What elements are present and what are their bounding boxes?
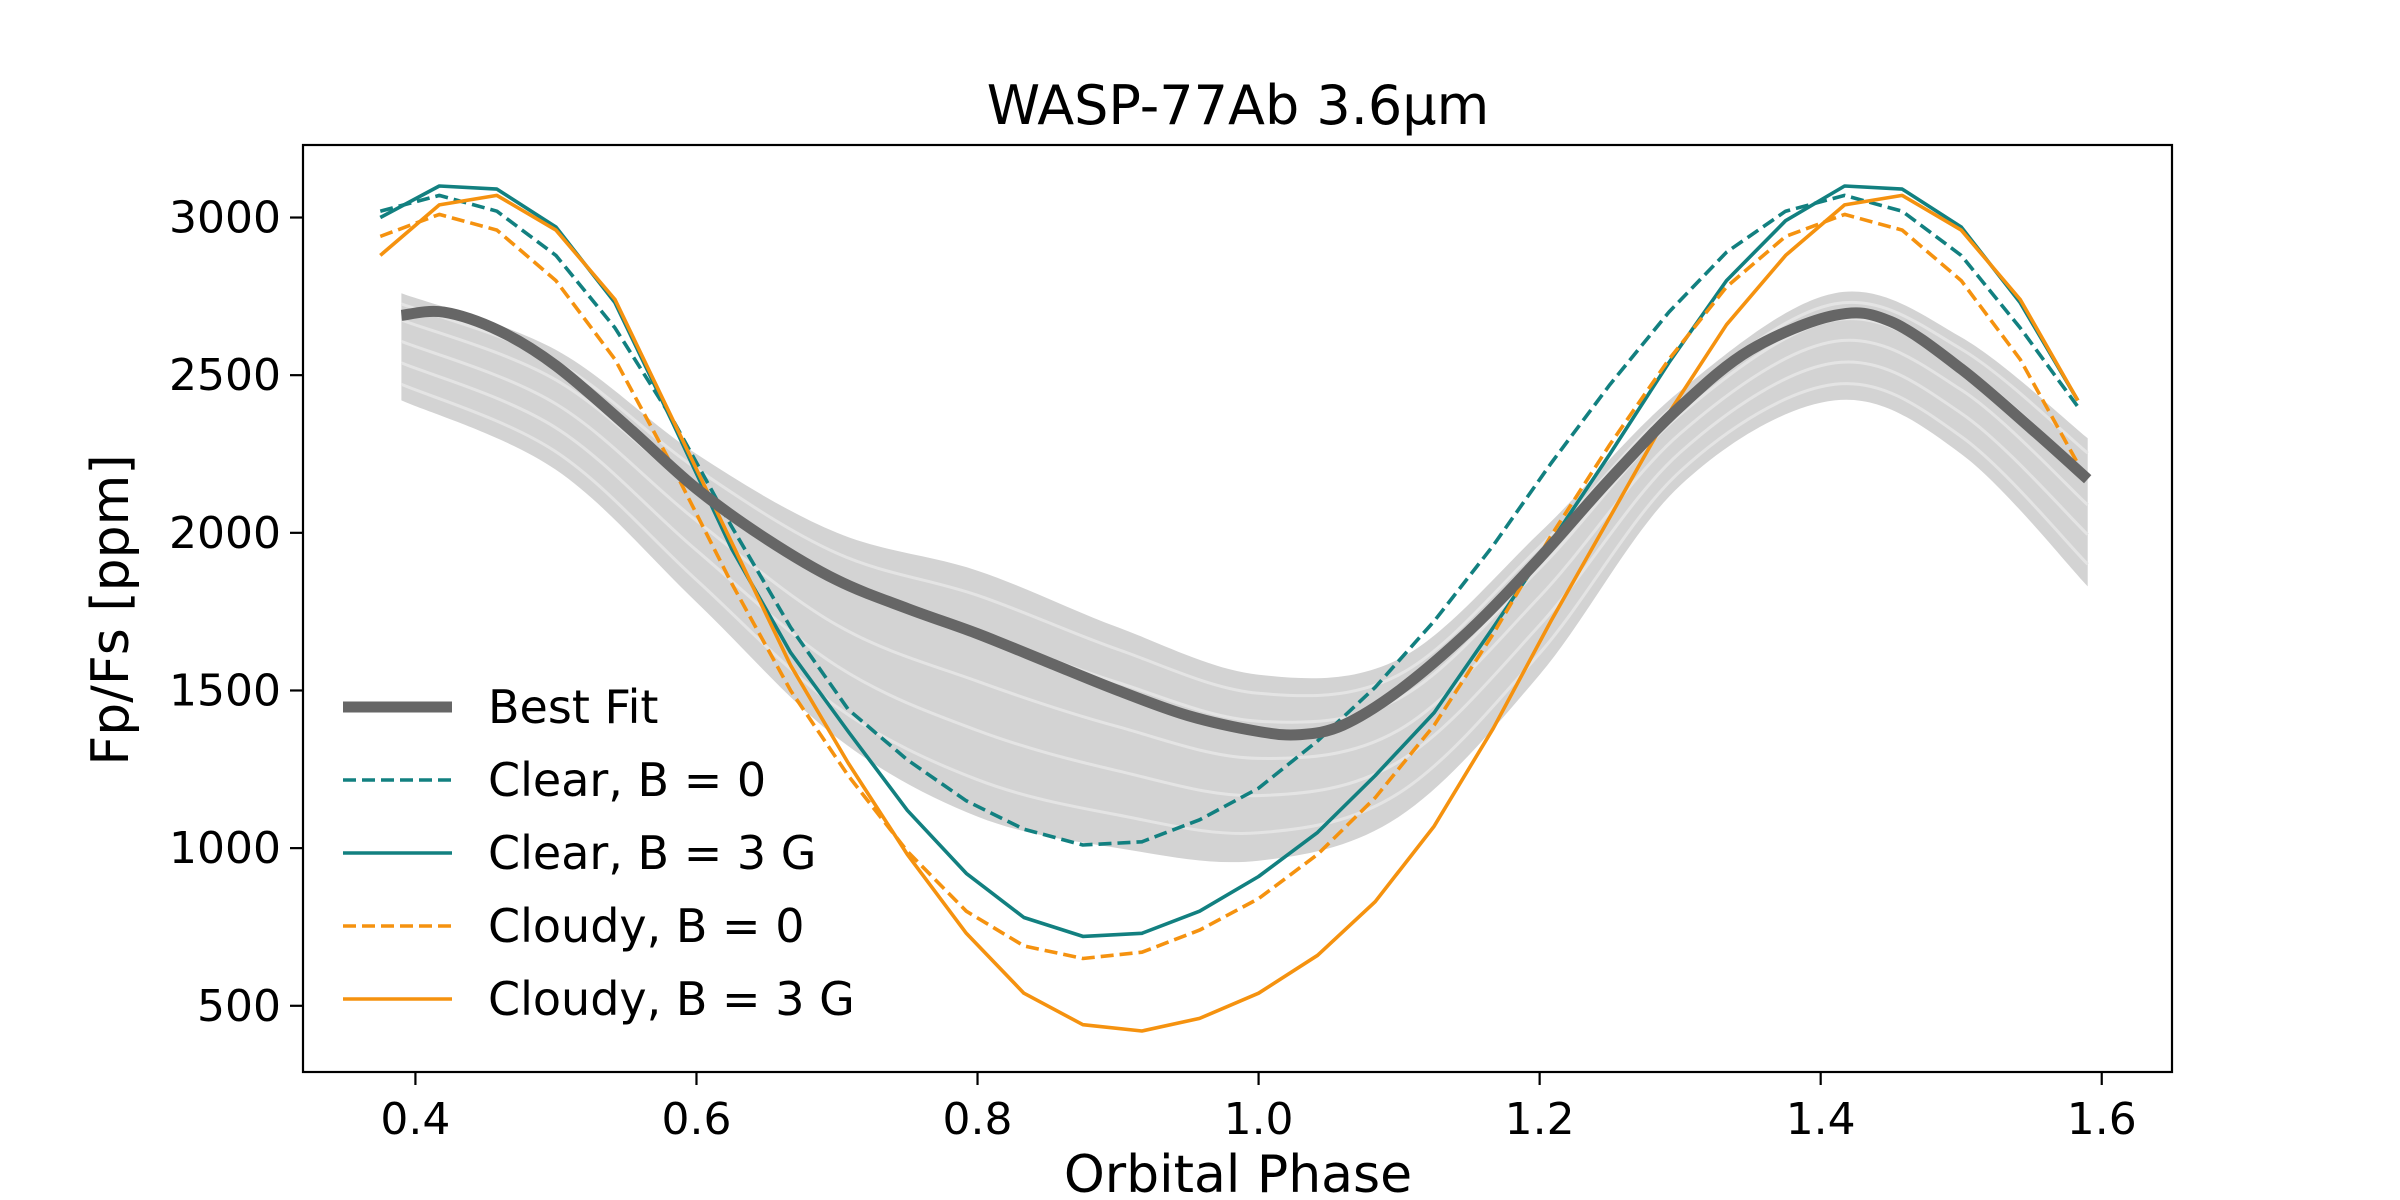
posterior-sample-line-3 [400, 338, 2089, 760]
legend-label: Cloudy, B = 0 [488, 899, 804, 953]
y-axis-title: Fp/Fs [ppm] [81, 454, 141, 765]
posterior-sample-line-2 [400, 360, 2089, 798]
posterior-sample-line-1 [400, 382, 2089, 835]
x-axis-title: Orbital Phase [1064, 1145, 1412, 1200]
plot-frame [301, 143, 2174, 1074]
legend-label: Cloudy, B = 3 G [488, 972, 855, 1026]
x-tick-label: 0.8 [943, 1094, 1013, 1145]
x-tick-label: 0.6 [661, 1094, 731, 1145]
legend-label: Best Fit [488, 680, 658, 734]
series-line-cloudy-b-0 [379, 212, 2080, 961]
x-tick-label: 1.2 [1505, 1094, 1575, 1145]
series-line-best-fit [400, 305, 2092, 741]
axes: 0.4 0.6 0.8 1.0 1.2 1.4 1.6 500 1000 1500 2000 2500… [169, 143, 2174, 1145]
series-line-clear-b-0 [379, 193, 2080, 847]
y-tick-label: 2500 [169, 350, 281, 401]
y-tick-label: 2000 [169, 508, 281, 559]
legend-label: Clear, B = 3 G [488, 826, 816, 880]
x-tick-label: 1.6 [2067, 1094, 2137, 1145]
legend-label: Clear, B = 0 [488, 753, 766, 807]
y-tick-label: 1500 [169, 665, 281, 716]
series-line-cloudy-b-3-g [379, 193, 2080, 1033]
x-tick-label: 1.0 [1224, 1094, 1294, 1145]
x-tick-label: 0.4 [380, 1094, 450, 1145]
y-tick-label: 3000 [169, 193, 281, 244]
chart-title: WASP-77Ab 3.6µm [987, 74, 1489, 137]
y-tick-label: 500 [197, 981, 281, 1032]
y-tick-label: 1000 [169, 823, 281, 874]
plot-area [379, 184, 2092, 1033]
legend: Best Fit Clear, B = 0 Clear, B = 3 G Cloudy… [343, 680, 855, 1026]
x-tick-label: 1.4 [1786, 1094, 1856, 1145]
